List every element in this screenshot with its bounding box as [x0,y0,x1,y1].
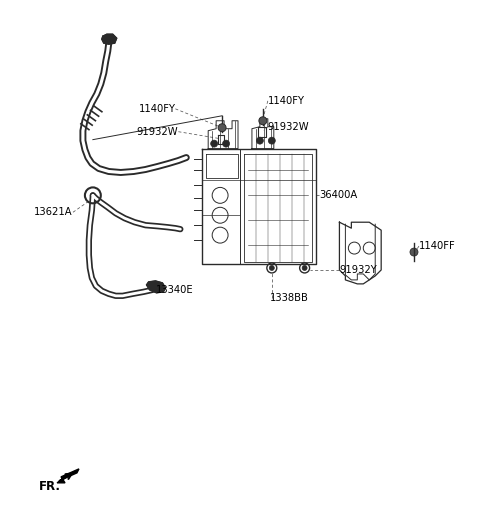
Circle shape [218,124,226,132]
Text: 36400A: 36400A [320,190,358,200]
Circle shape [269,266,274,270]
Polygon shape [339,222,381,284]
Polygon shape [102,34,117,44]
Text: 91932W: 91932W [268,122,310,132]
Text: 1338BB: 1338BB [270,293,309,303]
Text: 91932Y: 91932Y [339,265,377,275]
Text: 1140FY: 1140FY [268,96,305,106]
Text: FR.: FR. [39,481,61,493]
Text: 1140FY: 1140FY [138,104,175,114]
Circle shape [256,137,264,144]
Text: 91932W: 91932W [137,127,179,137]
Text: 13621A: 13621A [35,208,73,217]
Circle shape [410,248,418,256]
Polygon shape [57,469,79,483]
Circle shape [268,137,276,144]
Circle shape [259,117,267,125]
Text: 1140FF: 1140FF [419,241,456,251]
Polygon shape [146,281,166,293]
Text: 13340E: 13340E [156,285,193,295]
Circle shape [223,140,229,147]
Circle shape [302,266,307,270]
Circle shape [211,140,217,147]
